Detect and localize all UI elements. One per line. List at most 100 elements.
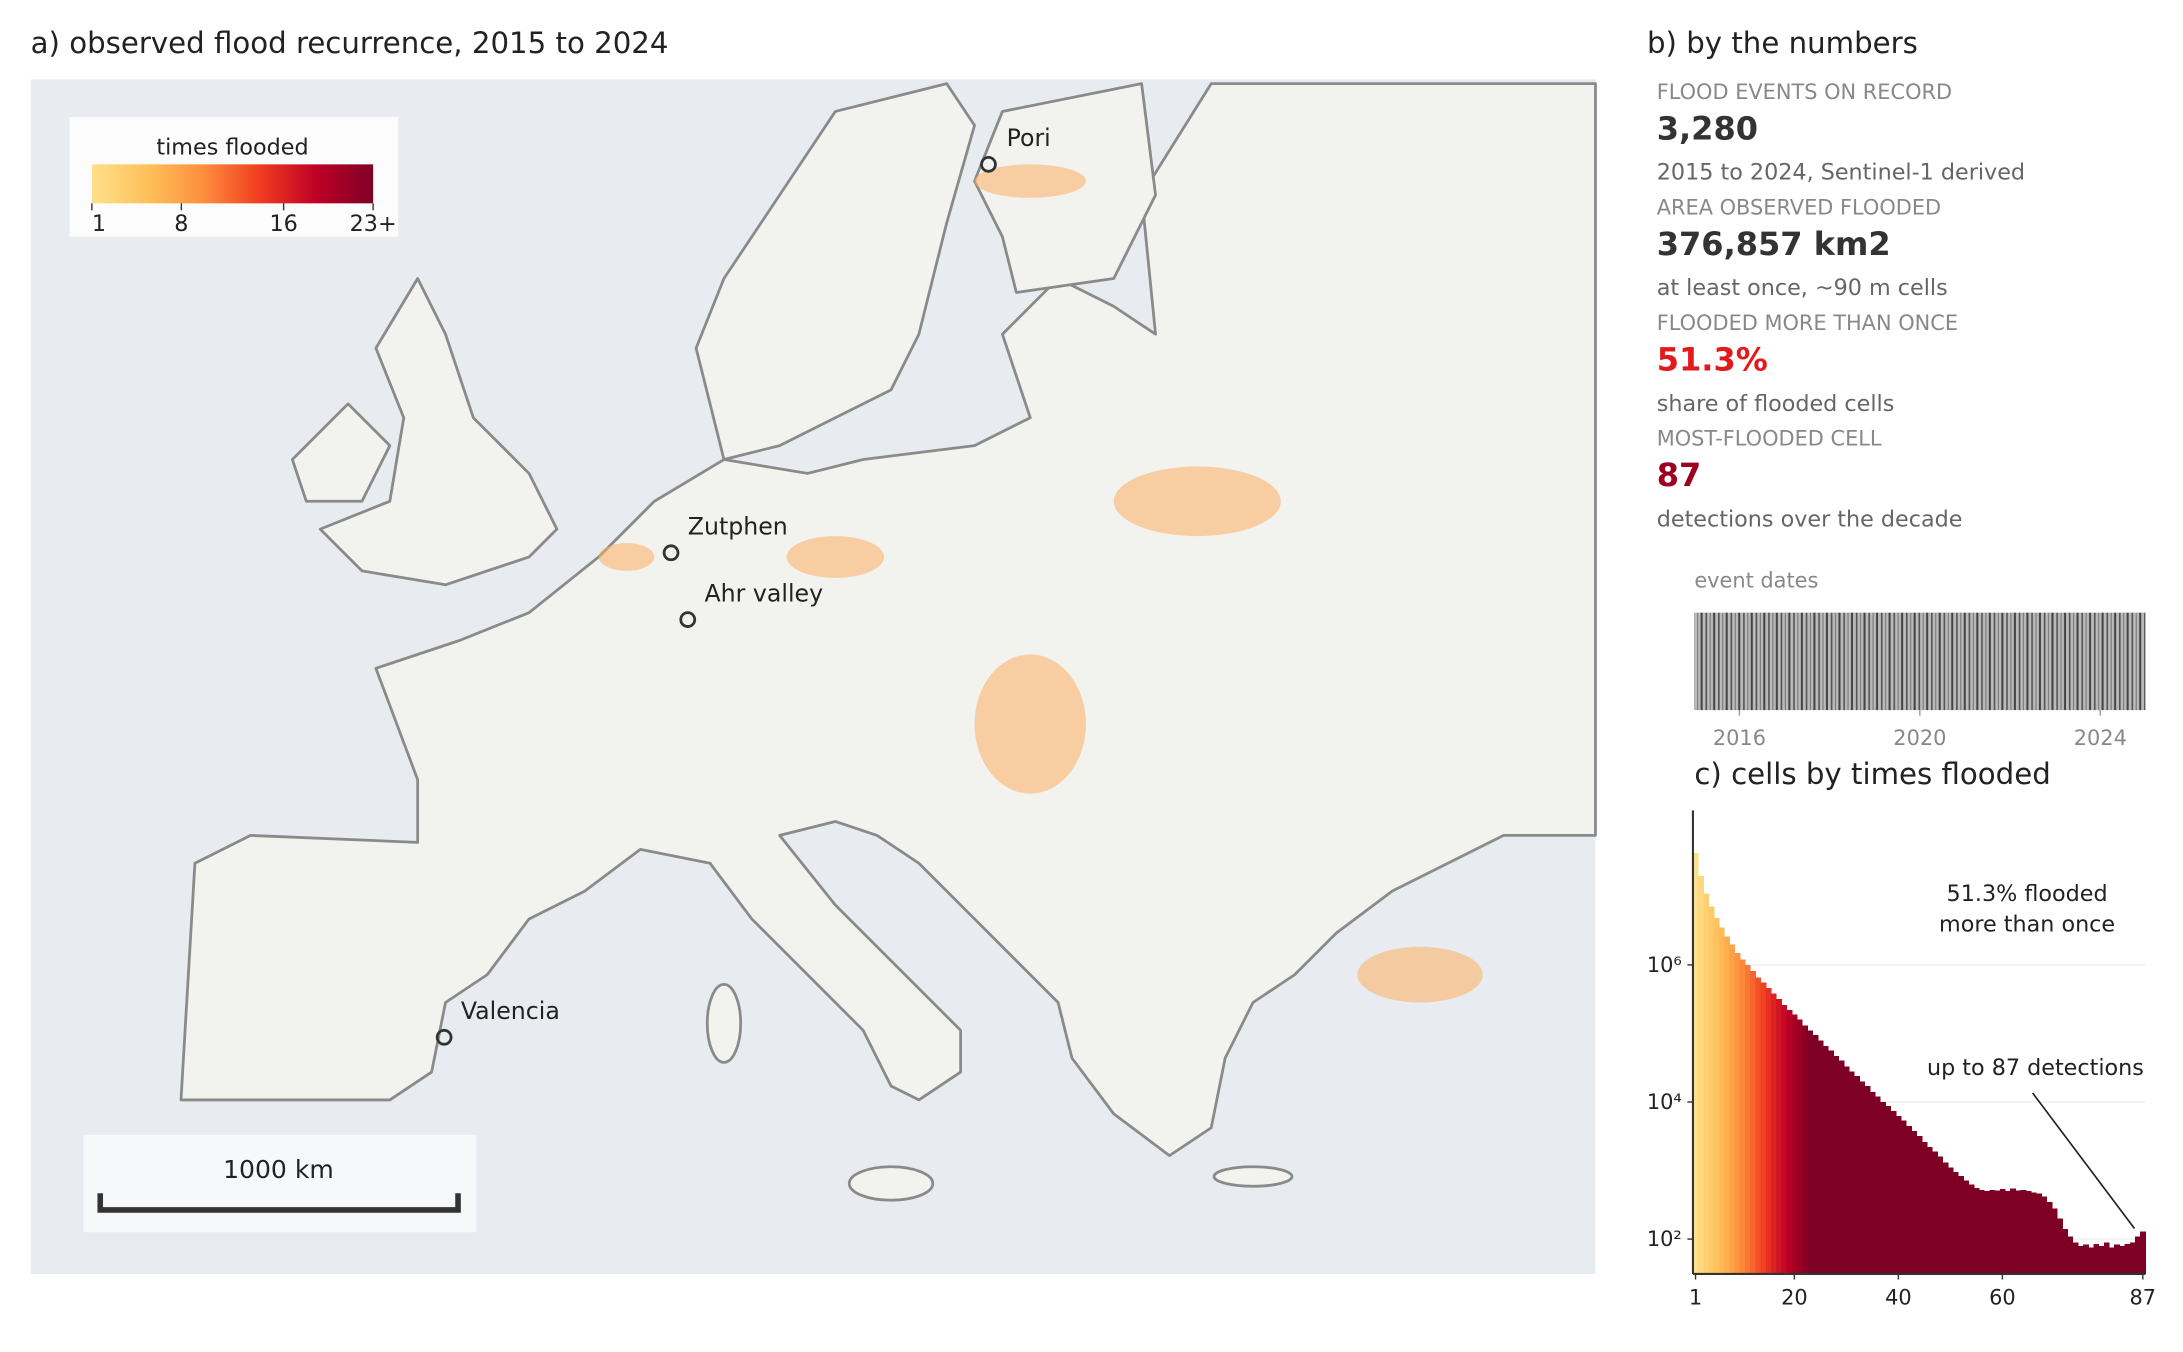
bar	[2088, 1247, 2094, 1274]
bar	[1755, 977, 1762, 1274]
land-scandinavia	[694, 82, 976, 461]
bar	[2114, 1244, 2120, 1274]
scale-label: 1000 km	[223, 1155, 334, 1184]
bar	[1750, 971, 1756, 1274]
bar	[1734, 952, 1741, 1274]
bar	[1973, 1187, 1980, 1274]
bar	[2135, 1236, 2141, 1274]
stat-value: 3,280	[1657, 109, 1758, 147]
annotation: more than once	[1939, 911, 2115, 937]
scale-bar	[97, 1193, 461, 1213]
bar	[1807, 1030, 1814, 1274]
bar	[1921, 1142, 1928, 1274]
strip-tick-label: 2024	[2074, 726, 2127, 750]
bar	[2109, 1247, 2115, 1274]
annotation: up to 87 detections	[1927, 1055, 2144, 1081]
bar	[1864, 1086, 1871, 1274]
stat-note: 2015 to 2024, Sentinel-1 derived	[1657, 160, 2025, 186]
colorbar-tick-label: 16	[269, 211, 297, 237]
bar	[1916, 1135, 1923, 1274]
bar	[2004, 1191, 2011, 1274]
annotation: 51.3% flooded	[1947, 881, 2108, 907]
land-crete	[1212, 1165, 1294, 1188]
x-tick-label: 20	[1781, 1286, 1808, 1310]
bar	[2041, 1196, 2048, 1274]
bar	[1900, 1120, 1907, 1274]
land-sardinia	[705, 982, 743, 1064]
place-label: Valencia	[461, 997, 560, 1025]
bar	[2015, 1190, 2022, 1274]
bar	[2129, 1242, 2136, 1274]
bar	[2077, 1246, 2084, 1274]
bar	[1978, 1190, 1985, 1274]
event-strip	[1694, 612, 2146, 711]
bar	[1822, 1045, 1829, 1274]
bar	[1947, 1167, 1954, 1274]
bar	[2103, 1242, 2110, 1274]
bar	[2083, 1244, 2089, 1274]
colorbar	[91, 164, 374, 204]
annotation-arrow	[2031, 1092, 2136, 1230]
histogram: 10² 10⁴ 10⁶ 1 20 40 60 87 51.3% flooded more than…	[1647, 810, 2156, 1310]
bar	[1698, 875, 1704, 1274]
bar	[1869, 1091, 1876, 1274]
strip-title: event dates	[1694, 569, 1818, 593]
bar	[1833, 1055, 1840, 1274]
bar	[1796, 1019, 1803, 1274]
bar	[1906, 1125, 1912, 1274]
bar	[1729, 944, 1736, 1274]
bar	[1802, 1025, 1808, 1274]
stat-label: FLOODED MORE THAN ONCE	[1657, 311, 1958, 335]
legend-title: times flooded	[156, 135, 308, 161]
bar	[1848, 1071, 1855, 1274]
bar	[1828, 1050, 1834, 1274]
bar	[1838, 1060, 1845, 1274]
scale-box	[83, 1134, 477, 1233]
bar	[2062, 1229, 2068, 1274]
bar	[1880, 1102, 1886, 1274]
place-label: Pori	[1007, 124, 1051, 152]
stat-note: at least once, ~90 m cells	[1657, 275, 1948, 301]
bar	[1812, 1034, 1819, 1274]
bar	[1770, 993, 1777, 1274]
bar	[1895, 1115, 1902, 1274]
bar	[2119, 1246, 2126, 1274]
bar	[1703, 893, 1710, 1274]
bar	[1999, 1188, 2006, 1274]
bar	[2046, 1201, 2053, 1274]
land-britain	[318, 277, 559, 587]
y-tick-label: 10⁶	[1647, 953, 1682, 977]
bar	[2098, 1246, 2105, 1274]
stat-label: FLOOD EVENTS ON RECORD	[1657, 80, 1952, 104]
bar	[1760, 982, 1767, 1274]
land-continent	[179, 82, 1597, 1158]
bar	[1843, 1066, 1850, 1274]
bar	[1776, 998, 1782, 1274]
land-sicily	[847, 1165, 935, 1202]
place-label: Ahr valley	[704, 580, 823, 608]
bar	[1781, 1005, 1788, 1274]
bar	[2030, 1192, 2037, 1274]
x-tick-label: 40	[1885, 1286, 1912, 1310]
bar	[1937, 1156, 1944, 1274]
map: Pori Zutphen Ahr valley Valencia times f…	[30, 79, 1597, 1274]
bar	[2124, 1243, 2131, 1274]
stat-label: MOST-FLOODED CELL	[1657, 427, 1882, 451]
bar	[1718, 927, 1725, 1274]
bar	[2036, 1193, 2042, 1274]
bar	[2067, 1236, 2074, 1274]
panel-b-title: b) by the numbers	[1647, 26, 1918, 60]
bar	[2051, 1208, 2058, 1274]
bar	[2056, 1218, 2063, 1274]
bar	[1859, 1081, 1866, 1274]
bar	[1963, 1180, 1970, 1274]
colorbar-tick-label: 23+	[350, 211, 397, 237]
flood-texture	[598, 164, 1483, 1003]
bar	[1885, 1106, 1892, 1274]
bar	[1926, 1147, 1933, 1274]
place-markers	[435, 156, 997, 1046]
bar	[2140, 1231, 2146, 1274]
bar	[1791, 1014, 1798, 1274]
stat-value: 51.3%	[1657, 340, 1768, 378]
bar	[1989, 1190, 1996, 1274]
